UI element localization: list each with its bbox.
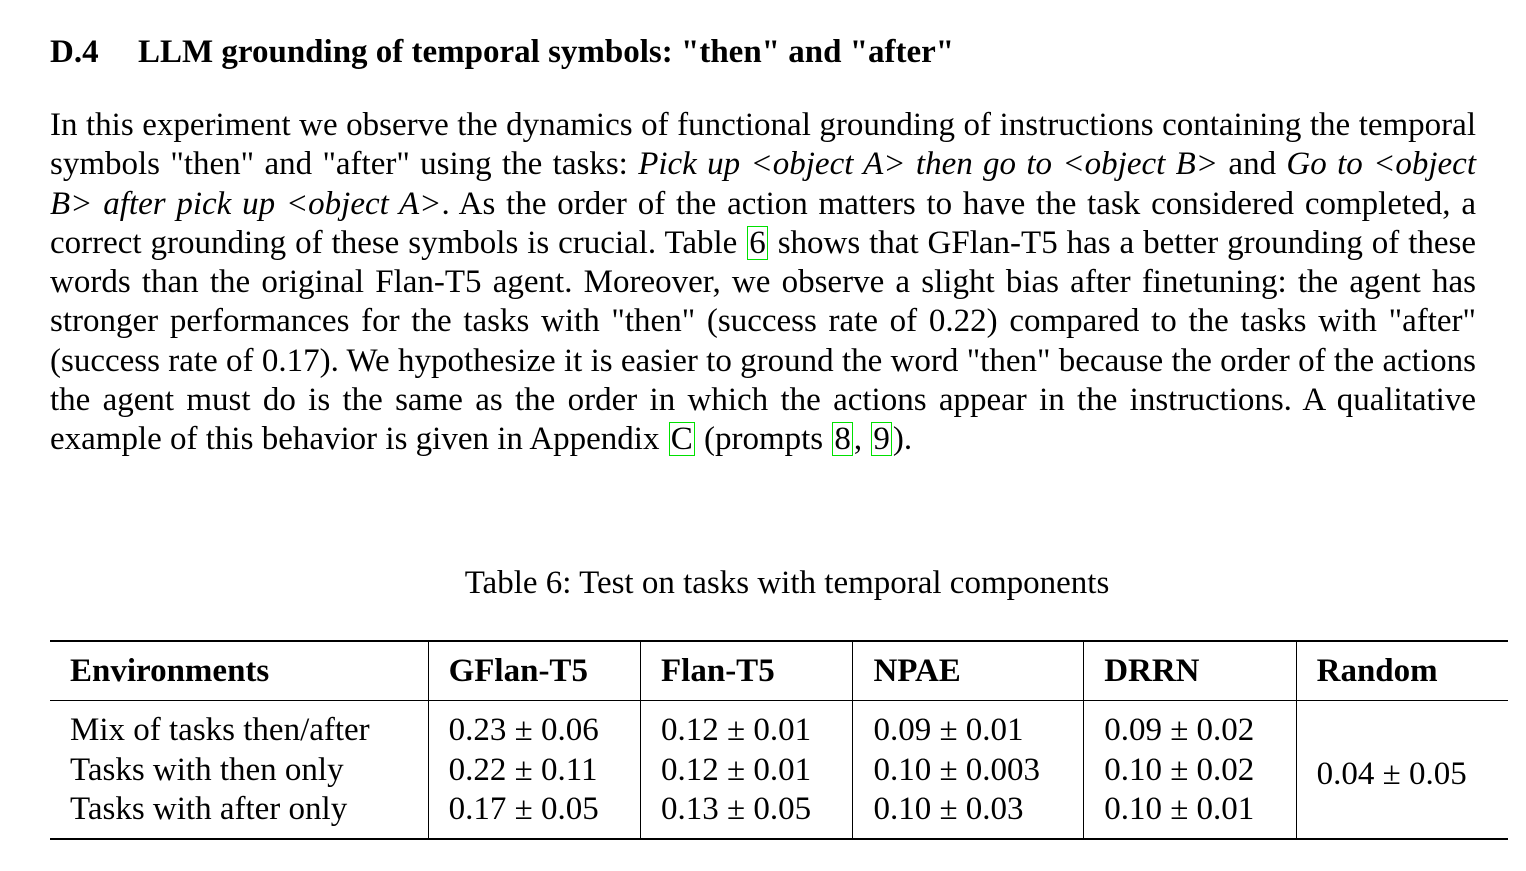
table-row: Tasks with after only 0.17 ± 0.05 0.13 ±… [50, 790, 1508, 839]
section-heading: D.4 LLM grounding of temporal symbols: "t… [50, 30, 954, 74]
paragraph-text: ). [892, 421, 913, 458]
paragraph-text: In this experiment we observe the dynami… [50, 107, 1476, 183]
cell-drrn: 0.10 ± 0.02 [1083, 750, 1297, 790]
row-label: Tasks with then only [70, 751, 344, 788]
cell-gflan-t5: 0.23 ± 0.06 [427, 700, 641, 751]
table-row: Tasks with then only 0.22 ± 0.11 0.12 ± … [50, 750, 1508, 790]
row-label: Tasks with after only [70, 791, 348, 828]
cell-drrn: 0.09 ± 0.02 [1083, 700, 1297, 751]
header-npae: NPAE [852, 641, 1084, 701]
body-paragraph: In this experiment we observe the dynami… [50, 106, 1476, 460]
cell-flan-t5: 0.12 ± 0.01 [640, 750, 853, 790]
cell-npae: 0.09 ± 0.01 [852, 700, 1084, 751]
header-environments: Environments [50, 641, 429, 701]
task-after-example: Go to <object B> after pick up <object A… [50, 146, 1476, 222]
cell-random: 0.04 ± 0.05 [1295, 700, 1508, 839]
header-gflan-t5: GFlan-T5 [427, 641, 641, 701]
results-table: Environments GFlan-T5 Flan-T5 NPAE DRRN … [50, 640, 1508, 840]
cell-npae: 0.10 ± 0.03 [852, 790, 1084, 839]
section-title: LLM grounding of temporal symbols: "then… [138, 34, 955, 70]
paragraph-text: and [1218, 146, 1287, 183]
table-header-row: Environments GFlan-T5 Flan-T5 NPAE DRRN … [50, 641, 1508, 701]
row-label: Mix of tasks then/after [70, 712, 370, 749]
prompt-reference-link[interactable]: 8 [832, 421, 853, 458]
table-row: Mix of tasks then/after 0.23 ± 0.06 0.12… [50, 700, 1508, 839]
cell-flan-t5: 0.12 ± 0.01 [640, 700, 853, 751]
cell-gflan-t5: 0.17 ± 0.05 [427, 790, 641, 839]
paragraph-text: (prompts [695, 421, 832, 458]
cell-flan-t5: 0.13 ± 0.05 [640, 790, 853, 839]
cell-npae: 0.10 ± 0.003 [852, 750, 1084, 790]
prompt-reference-link[interactable]: 9 [871, 421, 892, 458]
cell-drrn: 0.10 ± 0.01 [1083, 790, 1297, 839]
table-reference-link[interactable]: 6 [747, 224, 768, 261]
header-random: Random [1295, 641, 1508, 701]
cell-gflan-t5: 0.22 ± 0.11 [427, 750, 641, 790]
table-caption: Table 6: Test on tasks with temporal com… [464, 565, 1110, 601]
task-then-example: Pick up <object A> then go to <object B> [638, 146, 1219, 183]
paragraph-text: , [853, 421, 871, 458]
appendix-reference-link[interactable]: C [668, 421, 695, 458]
paragraph-text: . As the order of the action matters to … [50, 185, 1476, 261]
section-number: D.4 [50, 34, 99, 70]
paragraph-text: shows that GFlan-T5 has a better groundi… [50, 224, 1477, 458]
header-drrn: DRRN [1083, 641, 1297, 701]
header-flan-t5: Flan-T5 [640, 641, 853, 701]
